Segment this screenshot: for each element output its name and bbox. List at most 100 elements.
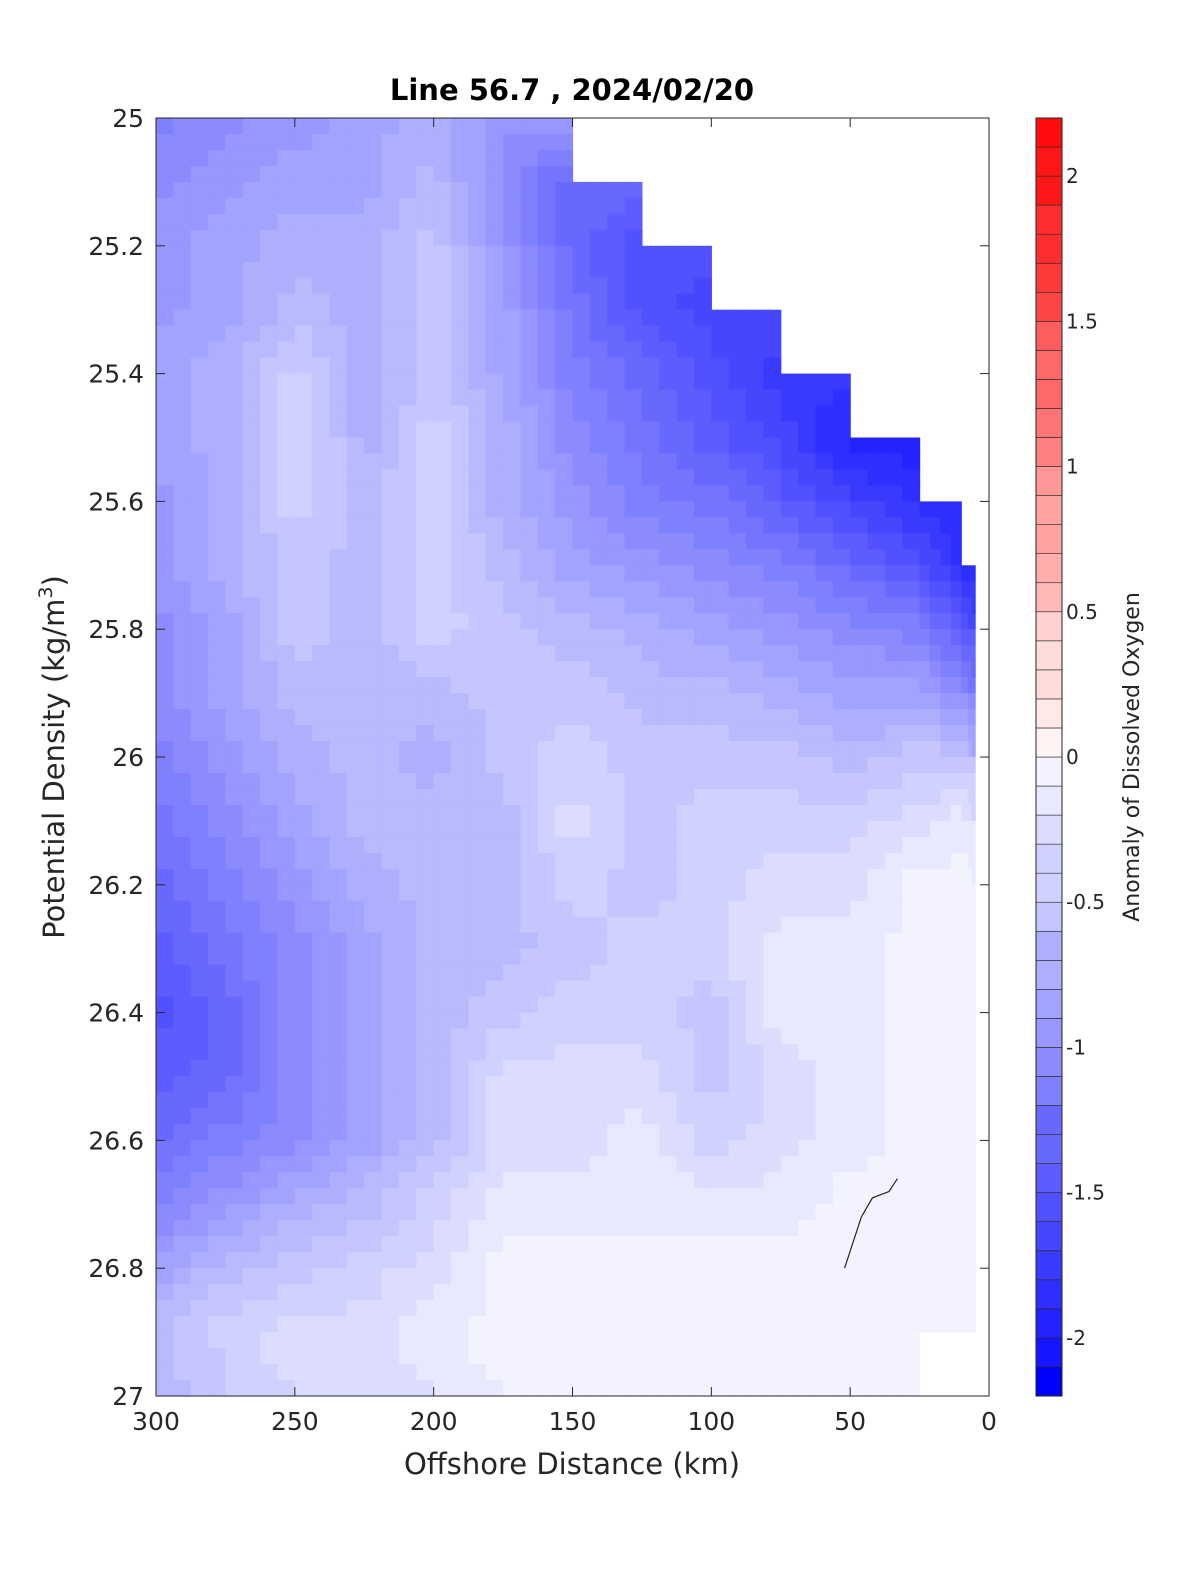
contour-cell [208,677,227,694]
contour-cell [798,549,817,566]
contour-cell [763,613,782,630]
contour-cell [589,341,608,359]
contour-cell [312,996,331,1014]
contour-cell [503,741,522,758]
contour-cell [746,325,764,343]
contour-cell [312,1252,331,1269]
contour-cell [398,613,417,630]
contour-cell [676,261,695,279]
contour-cell [520,1348,539,1365]
contour-cell [659,1076,678,1094]
contour-cell [641,1092,660,1110]
contour-cell [468,661,487,678]
contour-cell [381,661,400,678]
contour-cell [225,1348,244,1365]
contour-cell [381,149,400,167]
contour-cell [312,916,331,934]
contour-cell [190,229,209,247]
contour-cell [208,772,227,790]
contour-cell [940,1076,952,1094]
contour-cell [930,1252,942,1269]
contour-cell [242,501,261,518]
contour-cell [537,549,556,566]
contour-cell [503,1204,522,1221]
contour-cell [346,197,365,215]
contour-cell [520,852,539,870]
contour-cell [242,581,261,598]
contour-cell [711,501,730,518]
contour-cell [381,485,400,502]
contour-cell [468,1380,487,1397]
contour-cell [950,1188,962,1205]
colorbar-swatch [1035,756,1063,787]
contour-cell [433,1236,452,1253]
contour-cell [312,1076,331,1094]
contour-cell [624,1220,643,1237]
contour-cell [277,133,296,151]
contour-cell [884,757,903,774]
contour-cell [277,437,296,455]
contour-cell [850,1140,869,1157]
contour-cell [503,868,522,886]
contour-cell [503,1332,522,1349]
contour-cell [884,709,903,726]
contour-cell [225,948,244,966]
contour-cell [312,741,331,758]
contour-cell [555,549,574,566]
contour-cell [277,980,296,998]
contour-cell [971,677,976,694]
contour-cell [850,565,869,582]
contour-cell [346,1028,365,1046]
contour-cell [242,693,261,710]
contour-cell [468,597,487,614]
contour-cell [798,677,817,694]
contour-cell [381,581,400,598]
contour-cell [468,1236,487,1253]
contour-cell [867,549,886,566]
contour-cell [225,181,244,199]
contour-cell [156,293,174,311]
contour-cell [940,517,952,534]
contour-cell [277,1076,296,1094]
contour-cell [555,1316,574,1333]
contour-cell [968,1220,973,1237]
contour-cell [589,804,608,822]
contour-cell [468,453,487,471]
contour-cell [964,757,969,774]
contour-cell [728,485,747,502]
contour-cell [485,900,504,918]
contour-cell [884,772,903,790]
contour-cell [364,1204,383,1221]
contour-cell [589,453,608,471]
contour-cell [919,1284,931,1301]
contour-cell [968,1236,973,1253]
contour-cell [451,1316,469,1333]
contour-cell [364,1124,383,1141]
contour-cell [346,852,365,870]
contour-cell [398,1332,417,1349]
contour-cell [780,1188,799,1205]
contour-cell [537,757,556,774]
contour-cell [485,757,504,774]
contour-cell [416,485,435,502]
contour-cell [398,1380,417,1397]
contour-cell [832,1028,851,1046]
contour-cell [607,389,626,407]
contour-cell [156,501,174,518]
contour-cell [156,118,174,135]
contour-cell [624,677,643,694]
contour-cell [950,1028,962,1046]
contour-cell [208,277,227,295]
contour-cell [364,309,383,327]
contour-cell [763,884,782,902]
contour-cell [156,133,174,151]
contour-cell [867,437,886,455]
contour-cell [728,1380,747,1397]
contour-cell [940,645,952,662]
contour-cell [572,852,591,870]
contour-cell [798,1172,817,1189]
contour-cell [468,437,487,455]
contour-cell [555,709,574,726]
contour-cell [746,1028,764,1046]
contour-cell [398,229,417,247]
